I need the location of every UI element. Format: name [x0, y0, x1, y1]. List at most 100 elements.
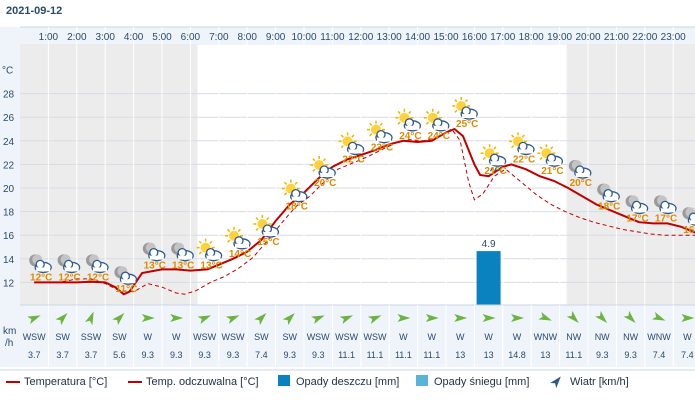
cloud-puff [660, 200, 670, 211]
sun-ray [425, 110, 430, 115]
hour-tick-label: 15:00 [433, 32, 458, 43]
cloud-puff [404, 118, 415, 128]
wind-arrow-icon [141, 314, 155, 322]
temp-label: 13°C [172, 261, 194, 272]
rain-cloud-icon [480, 144, 507, 172]
moon-cloud-icon [625, 195, 649, 215]
wind-arrow-icon [311, 315, 325, 324]
hour-tick-label: 3:00 [95, 32, 115, 43]
wind-arrow-head [397, 314, 411, 322]
sun-ray [340, 134, 344, 138]
wind-speed-label: 11.1 [338, 350, 355, 360]
cloud-puff [205, 247, 216, 258]
cloud-shape [233, 236, 251, 250]
cloud-base [405, 125, 420, 130]
cloud-shape [148, 247, 166, 262]
sun-ray [322, 158, 327, 162]
y-tick-label: 14 [3, 255, 15, 266]
wind-speed-label: 3.7 [85, 350, 98, 360]
wind-direction-label: W [172, 332, 181, 342]
sun-ray [255, 217, 259, 221]
sun-ray [369, 122, 373, 126]
sun-ray [454, 99, 458, 103]
wind-arrow-head [55, 313, 68, 326]
hour-tick-label: 17:00 [490, 32, 515, 43]
sun-ray [397, 110, 401, 115]
sun-cloud-icon [423, 108, 450, 132]
wind-speed-label: 9.3 [284, 350, 297, 360]
wind-direction-label: SW [254, 332, 269, 342]
cloud-puff [319, 165, 329, 175]
cloud-shape [488, 153, 507, 167]
rain-value-label: 4.9 [482, 239, 496, 250]
chart-date: 2021-09-12 [6, 5, 63, 17]
hour-tick-label: 11:00 [320, 32, 345, 43]
sun-ray [454, 109, 458, 113]
wind-direction-label: WSW [222, 332, 245, 342]
legend-box-swatch [278, 375, 290, 386]
cloud-base [121, 279, 136, 284]
cloud-shape [176, 247, 194, 262]
hour-tick-label: 19:00 [547, 32, 572, 43]
cloud-base [178, 255, 193, 260]
cloud-puff [234, 236, 244, 246]
legend-item: Opady śniegu [mm] [416, 375, 529, 388]
cloud-shape [432, 118, 450, 132]
cloud-base [206, 255, 221, 260]
wind-speed-label: 11.1 [395, 350, 412, 360]
cloud-shape [91, 259, 109, 274]
sun-ray [198, 240, 202, 244]
left-axis-band [0, 27, 20, 367]
cloud-puff [518, 141, 528, 152]
moon-cloud-icon [597, 183, 620, 203]
wind-arrow-icon [367, 315, 382, 324]
moon-cloud-icon [682, 207, 695, 226]
cloud-shape [318, 165, 336, 179]
hour-tick-label: 22:00 [632, 32, 657, 43]
cloud-puff [149, 247, 159, 258]
wind-arrow-icon [85, 311, 94, 326]
wind-arrow-icon [197, 315, 212, 324]
wind-arrow-head [482, 314, 496, 322]
y-tick-label: 26 [3, 113, 15, 124]
wind-speed-label: 13 [455, 350, 465, 360]
legend-label: Wiatr [km/h] [570, 376, 629, 388]
wind-arrow-icon [27, 315, 41, 324]
moon-cloud-icon [171, 242, 194, 262]
wind-arrow-head [85, 311, 94, 326]
sun-ray [294, 181, 298, 185]
cloud-shape [62, 259, 81, 274]
temp-label: 21°C [484, 166, 506, 177]
wind-arrow-head [339, 315, 354, 324]
cloud-shape [517, 141, 535, 156]
hour-tick-label: 12:00 [348, 32, 373, 43]
legend-item: Temperatura [°C] [6, 376, 107, 388]
wind-arrow-head [595, 310, 608, 323]
cloud-base [348, 149, 363, 154]
y-tick-label: 18 [3, 208, 15, 219]
temp-label: 13°C [144, 261, 166, 272]
legend-box-swatch [416, 375, 428, 386]
temp-label: 11°C [116, 284, 138, 295]
temp-label: 25°C [456, 119, 478, 130]
cloud-puff [546, 153, 557, 163]
temp-label: 22°C [513, 154, 535, 165]
wind-arrow-head [623, 310, 636, 323]
wind-direction-label: W [456, 332, 465, 342]
sun-cloud-icon [338, 132, 365, 156]
legend-label: Temperatura [°C] [24, 376, 107, 388]
moon-cloud-icon [29, 254, 52, 274]
hour-tick-label: 9:00 [266, 32, 286, 43]
cloud-shape [602, 188, 620, 203]
sun-ray [521, 134, 525, 138]
wind-direction-label: WNW [534, 332, 558, 342]
sun-cloud-icon [537, 144, 564, 167]
hour-tick-label: 8:00 [237, 32, 257, 43]
legend-label: Temp. odczuwalna [°C] [146, 376, 259, 388]
wind-arrow-icon [225, 315, 240, 324]
sun-ray [436, 110, 440, 115]
wind-speed-label: 7.4 [653, 350, 666, 360]
hour-tick-label: 13:00 [377, 32, 402, 43]
cloud-base [604, 196, 619, 201]
cloud-puff [461, 106, 471, 116]
